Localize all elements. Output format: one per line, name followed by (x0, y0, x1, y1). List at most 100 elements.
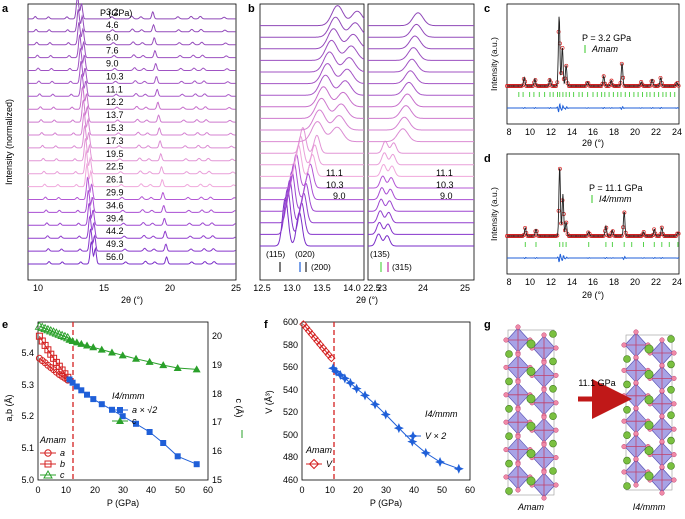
panel-e-legend-amam-a-marker (44, 449, 52, 457)
i4mmm-v-point (351, 383, 362, 394)
i4mmm-c-point (72, 338, 81, 346)
i4mmm-a-point (84, 391, 90, 398)
panel-b-hkl-115: (115) (266, 249, 285, 259)
cation-atom (644, 395, 654, 405)
panel-e-legend-i4-a-label: a × √2 (132, 405, 157, 415)
panel-e-xtick-50: 50 (175, 485, 185, 495)
panel-b-label-9-0-right: 9.0 (440, 191, 453, 201)
panel-d-xtick-16: 16 (588, 277, 598, 287)
panel-g-right-label: I4/mmm (633, 502, 666, 512)
panel-b-curve-left (260, 5, 365, 27)
anion-atom (671, 477, 677, 483)
anion-atom (541, 495, 547, 501)
anion-atom (553, 400, 559, 406)
panel-a-pressure-label: 11.1 (106, 84, 123, 94)
panel-b-xlabel: 2θ (°) (356, 295, 378, 305)
anion-atom (503, 337, 509, 343)
anion-atom (659, 490, 665, 496)
panel-d-phase: I4/mmm (599, 194, 632, 204)
anion-atom (659, 362, 665, 368)
anion-atom (553, 372, 559, 378)
cation-atom (526, 449, 536, 459)
anion-atom (515, 406, 521, 412)
cation-atom (505, 487, 513, 495)
fit-line (507, 16, 680, 87)
panel-a-pressure-label: 9.0 (106, 59, 119, 69)
i4mmm-a-point (174, 453, 181, 460)
anion-atom (621, 418, 627, 424)
panel-c-frame (506, 3, 680, 125)
panel-d-xtick-18: 18 (609, 277, 619, 287)
panel-a-curve-3.2 (28, 0, 236, 20)
panel-e-xticks: 0 10 20 30 40 50 60 (35, 485, 213, 495)
panel-c-xticks: 8 10 12 14 16 18 20 22 24 (506, 127, 682, 137)
panel-c-phase: Amam (591, 44, 619, 54)
i4mmm-a-point (119, 413, 126, 420)
anion-atom (515, 379, 521, 385)
anion-atom (503, 419, 509, 425)
panel-b-curve-right (368, 128, 474, 143)
i4mmm-a-point (73, 383, 80, 390)
anion-atom (515, 461, 521, 467)
panel-a-pressure-label: 39.4 (106, 213, 124, 223)
anion-atom (621, 444, 627, 450)
anion-atom (541, 359, 547, 365)
panel-a-pressure-labels: 56.0 49.3 44.2 39.4 34.6 29.9 26.1 22.5 19.5 17.3… (106, 7, 124, 262)
panel-letter-f: f (264, 319, 268, 331)
panel-b-xtick-23: 23 (377, 283, 387, 293)
i4mmm-v-point (331, 366, 342, 377)
anion-atom (633, 354, 639, 360)
panel-a-frame (27, 3, 237, 281)
panel-g: 11.1 GPa Amam I4/mmm (503, 324, 677, 512)
panel-f-xtick-40: 40 (409, 485, 419, 495)
panel-a-pressure-label: 10.3 (106, 71, 124, 81)
cation-atom (623, 431, 631, 440)
cation-atom (667, 462, 675, 470)
panel-b-curve-left (260, 121, 364, 143)
panel-f-frame (301, 321, 471, 481)
panel-f-ytick-520: 520 (283, 407, 298, 417)
cation-atom (623, 482, 631, 490)
panel-b-curve-left (260, 144, 364, 177)
panel-e-ytick-5-4: 5.4 (21, 348, 34, 358)
anion-atom (671, 375, 677, 381)
panel-c-xtick-24: 24 (672, 127, 682, 137)
panel-a-pressure-label: 29.9 (106, 188, 124, 198)
panel-b-curve-right (368, 70, 474, 85)
anion-atom (621, 367, 627, 373)
cation-atom (623, 456, 631, 465)
panel-e-xtick-30: 30 (118, 485, 128, 495)
panel-a-curve-7.6 (28, 33, 236, 59)
panel-c-xtick-16: 16 (588, 127, 598, 137)
panel-b-curve-right (368, 175, 474, 189)
panel-f-xtick-10: 10 (325, 485, 335, 495)
anion-atom (515, 351, 521, 357)
panel-b-curves (260, 5, 474, 247)
panel-a-curve-44.2 (28, 214, 236, 239)
panel-a-curve-29.9 (28, 176, 236, 200)
i4mmm-a-point (90, 396, 97, 403)
i4mmm-v-point (420, 447, 431, 458)
panel-e-ytick-r-18: 18 (212, 389, 222, 399)
panel-f: V (Å³) P (GPa) 460 480 500 520 540 560 5… (264, 317, 475, 508)
panel-b-xtick-12-5: 12.5 (253, 283, 271, 293)
panel-f-legend-i4-marker (408, 431, 418, 441)
anion-atom (671, 452, 677, 458)
panel-f-legend-amam-title: Amam (305, 445, 333, 455)
anion-atom (671, 350, 677, 356)
panel-a-pressure-label: 12.2 (106, 97, 124, 107)
cation-atom (644, 420, 654, 430)
panel-f-ytick-480: 480 (283, 452, 298, 462)
panel-c: P = 3.2 GPa Amam Intensity (a.u.) 2θ (°)… (489, 3, 682, 148)
panel-d-xtick-10: 10 (525, 277, 535, 287)
panel-e-legend-amam-a-label: a (60, 448, 65, 458)
i4mmm-v-point (335, 370, 346, 381)
cation-atom (505, 459, 513, 468)
panel-a-pressure-label: 19.5 (106, 149, 124, 159)
obs-point (676, 83, 681, 88)
panel-d-pressure: P = 11.1 GPa (589, 183, 642, 193)
panel-b-curve-left (260, 74, 364, 96)
cation-atom (667, 385, 675, 394)
panel-f-xtick-0: 0 (299, 485, 304, 495)
panel-b-label-11-1-right: 11.1 (436, 168, 453, 178)
